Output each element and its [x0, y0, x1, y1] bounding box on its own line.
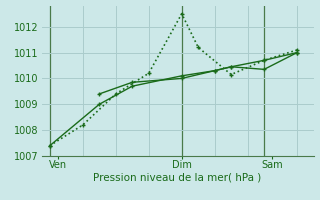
- X-axis label: Pression niveau de la mer( hPa ): Pression niveau de la mer( hPa ): [93, 173, 262, 183]
